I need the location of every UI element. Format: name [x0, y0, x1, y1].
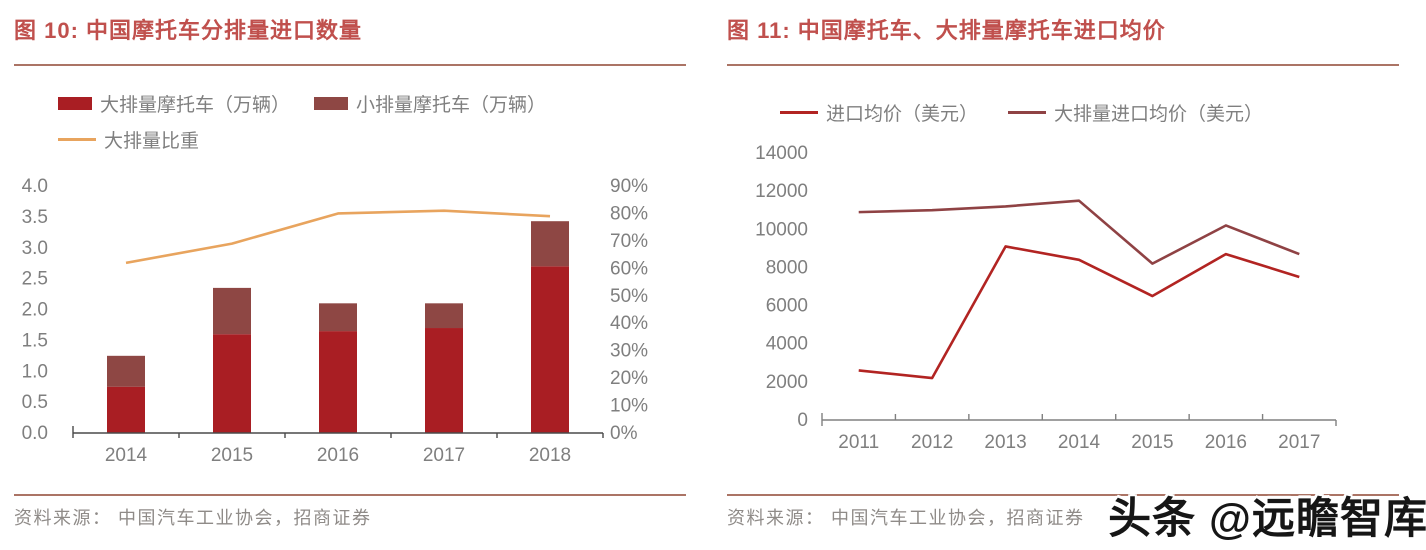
- fig10-right-axis-label: 30%: [610, 341, 648, 362]
- legend-row: 大排量比重: [58, 126, 546, 153]
- fig10-bar-segment: [319, 303, 357, 332]
- legend-item-import-avg-price: 进口均价（美元）: [780, 99, 978, 126]
- figure10-source: 资料来源： 中国汽车工业协会，招商证券: [14, 508, 372, 528]
- fig10-left-axis-label: 4.0: [22, 176, 48, 197]
- fig11-x-axis-label: 2016: [1205, 432, 1247, 453]
- figure10-panel: 图 10: 中国摩托车分排量进口数量 大排量摩托车（万辆） 小排量摩托车（万辆）…: [14, 18, 686, 528]
- fig10-bar-segment: [213, 287, 251, 335]
- legend-label: 大排量摩托车（万辆）: [100, 95, 291, 116]
- fig10-bar-segment: [531, 266, 569, 433]
- legend-label: 进口均价（美元）: [826, 104, 979, 125]
- fig10-right-axis-label: 50%: [610, 286, 648, 307]
- fig11-line-series: [858, 245, 1300, 380]
- fig10-bar-segment: [213, 334, 251, 433]
- fig10-left-axis-label: 0.5: [22, 392, 48, 413]
- figure10-chart: 0.0 0.5 1.0 1.5 2.0 2.5 3.0 3.5 4.0 0% 10% 20% 30% 40…: [22, 176, 649, 466]
- fig10-right-axis-label: 60%: [610, 258, 648, 279]
- figure11-title: 图 11: 中国摩托车、大排量摩托车进口均价: [727, 18, 1166, 43]
- legend-item-large-displacement-bikes: 大排量摩托车（万辆）: [58, 90, 290, 117]
- fig11-x-axis-label: 2014: [1058, 432, 1101, 453]
- fig10-bar-segment: [425, 303, 463, 329]
- fig11-y-axis-label: 10000: [755, 219, 808, 240]
- fig11-y-axis-label: 14000: [755, 143, 808, 164]
- fig10-bar-segment: [107, 386, 145, 433]
- fig10-x-axis-label: 2014: [105, 445, 148, 466]
- fig11-line-series: [858, 199, 1300, 265]
- figure11-bottom-rule: [727, 494, 1399, 496]
- fig11-y-axis-label: 6000: [766, 296, 808, 317]
- legend-item-small-displacement-bikes: 小排量摩托车（万辆）: [314, 90, 546, 117]
- fig10-right-axis-label: 0%: [610, 423, 638, 444]
- fig11-x-axis-label: 2012: [911, 432, 953, 453]
- fig10-right-axis-label: 40%: [610, 313, 648, 334]
- figure10-title: 图 10: 中国摩托车分排量进口数量: [14, 18, 363, 43]
- fig10-right-axis-label: 20%: [610, 368, 648, 389]
- fig11-y-axis-label: 4000: [766, 334, 808, 355]
- fig11-x-axis-label: 2013: [984, 432, 1026, 453]
- fig10-left-axis-label: 1.5: [22, 330, 48, 351]
- legend-label: 大排量比重: [104, 131, 200, 152]
- legend-row: 大排量摩托车（万辆） 小排量摩托车（万辆）: [58, 90, 546, 117]
- legend-item-large-displacement-share: 大排量比重: [58, 126, 199, 153]
- fig11-y-axis-label: 0: [797, 410, 808, 431]
- legend-swatch-line: [1008, 111, 1047, 114]
- fig11-x-axis-label: 2017: [1278, 432, 1320, 453]
- legend-label: 大排量进口均价（美元）: [1054, 104, 1264, 125]
- legend-swatch-bar: [314, 97, 349, 110]
- fig11-x-axis-label: 2015: [1131, 432, 1173, 453]
- fig10-left-axis-label: 3.5: [22, 207, 48, 228]
- figure11-panel: 图 11: 中国摩托车、大排量摩托车进口均价 进口均价（美元） 大排量进口均价（…: [713, 0, 1426, 550]
- fig10-right-axis-label: 80%: [610, 203, 648, 224]
- fig10-bar-segment: [425, 328, 463, 433]
- legend-swatch-bar: [58, 97, 92, 110]
- figure10-title-rule: [14, 64, 686, 66]
- figure11-source: 资料来源： 中国汽车工业协会，招商证券: [727, 508, 1085, 528]
- fig10-left-axis-label: 3.0: [22, 238, 48, 259]
- fig10-x-axis-label: 2018: [529, 445, 571, 466]
- fig10-right-axis-label: 10%: [610, 396, 648, 417]
- fig10-right-axis-label: 90%: [610, 176, 648, 197]
- fig10-x-axis-label: 2016: [317, 445, 359, 466]
- fig11-y-axis-label: 8000: [766, 257, 808, 278]
- legend-swatch-line: [58, 138, 96, 141]
- legend-label: 小排量摩托车（万辆）: [356, 95, 547, 116]
- fig10-left-axis-label: 2.5: [22, 269, 48, 290]
- figure11-legend: 进口均价（美元） 大排量进口均价（美元）: [780, 99, 1263, 126]
- legend-swatch-line: [780, 111, 818, 114]
- fig10-left-axis-label: 0.0: [22, 423, 48, 444]
- figure10-legend: 大排量摩托车（万辆） 小排量摩托车（万辆） 大排量比重: [58, 90, 546, 153]
- fig10-left-axis-label: 1.0: [22, 361, 48, 382]
- fig10-x-axis-label: 2017: [423, 445, 465, 466]
- figure11-title-rule: [727, 64, 1399, 66]
- figure11-chart: 0 2000 4000 6000 8000 10000 12000 14000 2011 2012…: [755, 143, 1337, 453]
- fig11-x-axis-label: 2011: [838, 432, 879, 453]
- fig11-y-axis-label: 2000: [766, 372, 808, 393]
- fig10-left-axis-label: 2.0: [22, 300, 48, 321]
- figure10-bottom-rule: [14, 494, 686, 496]
- watermark-toutiao-yuanzhan: 头条 @远瞻智库: [1108, 495, 1426, 543]
- fig11-y-axis-label: 12000: [755, 181, 808, 202]
- fig10-x-axis-label: 2015: [211, 445, 253, 466]
- fig10-share-line: [125, 209, 551, 265]
- legend-item-large-displacement-avg-price: 大排量进口均价（美元）: [1008, 99, 1263, 126]
- fig10-bar-segment: [107, 355, 145, 387]
- fig10-bar-segment: [531, 221, 569, 267]
- fig10-right-axis-label: 70%: [610, 231, 648, 252]
- fig10-bar-segment: [319, 331, 357, 433]
